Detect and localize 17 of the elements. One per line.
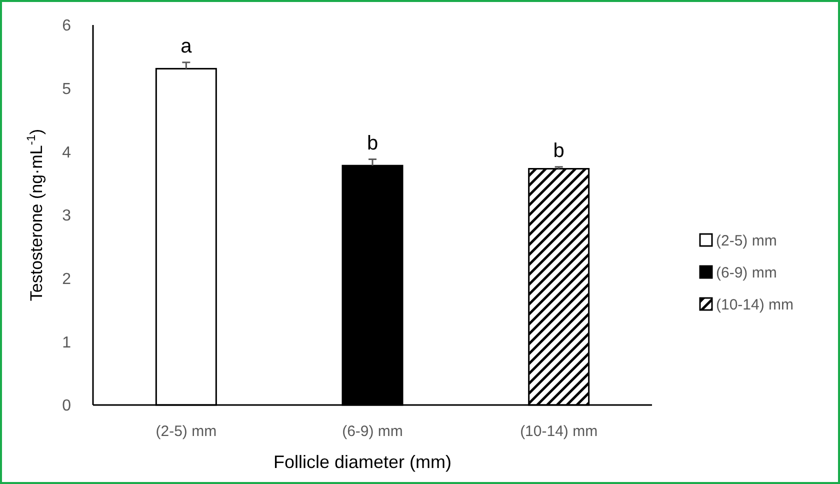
y-tick-label: 6: [62, 18, 72, 35]
y-tick-label: 5: [62, 80, 72, 98]
x-tick-label: (10-14) mm: [520, 423, 598, 440]
legend-label: (6-9) mm: [716, 264, 777, 282]
y-tick-label: 1: [62, 334, 72, 352]
annotation: b: [366, 132, 378, 154]
legend-label: (10-14) mm: [716, 296, 794, 314]
y-tick-label: 4: [62, 144, 72, 162]
annotation: a: [180, 35, 193, 58]
y-tick-label: 2: [62, 270, 72, 288]
x-axis-title: Follicle diameter (mm): [273, 452, 452, 472]
y-tick-label: 0: [62, 398, 72, 415]
x-tick-label: (6-9) mm: [342, 423, 403, 440]
legend-label: (2-5) mm: [716, 232, 777, 250]
x-tick-label: (2-5) mm: [156, 423, 217, 440]
y-tick-label: 3: [62, 208, 72, 225]
annotation: b: [553, 140, 564, 162]
